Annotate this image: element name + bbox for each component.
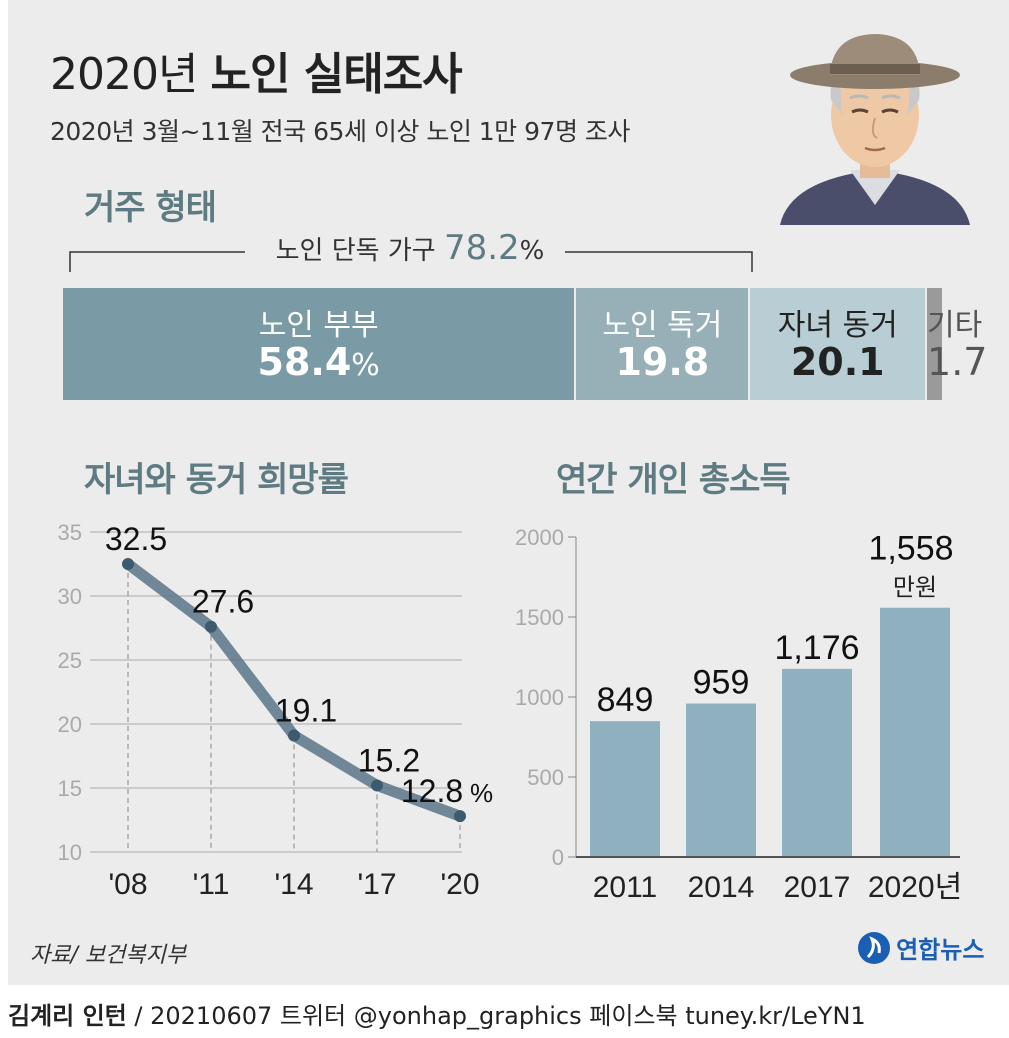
subtitle: 2020년 3월~11월 전국 65세 이상 노인 1만 97명 조사 — [50, 117, 630, 146]
bar — [686, 703, 756, 857]
y-tick-label: 20 — [58, 712, 82, 737]
y-tick-label: 1000 — [515, 685, 564, 710]
residence-heading: 거주 형태 — [84, 188, 217, 228]
residence-segment-label: 자녀 동거 — [777, 308, 898, 343]
x-tick-label: 2011 — [593, 871, 658, 904]
footer-credits: 김계리 인턴 / 20210607 트위터 @yonhap_graphics 페… — [8, 1002, 866, 1030]
x-tick-label: '14 — [274, 868, 313, 901]
x-tick-label: 2017 — [784, 871, 851, 904]
source-note: 자료/ 보건복지부 — [30, 943, 187, 968]
y-tick-label: 30 — [58, 584, 82, 609]
bar — [880, 607, 950, 857]
y-tick-label: 2000 — [515, 525, 564, 550]
data-point — [288, 729, 300, 742]
x-tick-label: '11 — [193, 868, 230, 901]
bar-value-label: 1,176 — [774, 629, 859, 667]
x-tick-label: '08 — [108, 868, 147, 901]
bar-chart-heading: 연간 개인 총소득 — [556, 460, 791, 500]
cohabitation-wish-line-chart: 10 15 20 25 30 35 32.5 27.6 19.1 15.212.8 % '08 '11 '… — [58, 520, 494, 901]
annual-income-bar-chart: 0 500 1000 1500 2000 849 2011 959 2014 1,176 2017 1… — [515, 525, 962, 904]
residence-segment: 노인 독거 19.8 — [576, 288, 751, 400]
single-household-label: 노인 단독 가구 78.2% — [275, 228, 545, 268]
x-tick-label: 2020년 — [868, 871, 962, 904]
data-label: 32.5 — [105, 521, 167, 557]
residence-segment-value: 20.1 — [790, 340, 885, 384]
residence-segment-value: 1.7 — [927, 340, 988, 384]
bar — [782, 668, 852, 857]
residence-segment: 기타 1.7 — [927, 288, 987, 400]
yonhap-logo-icon — [858, 931, 890, 964]
y-tick-label: 10 — [58, 840, 82, 865]
data-point — [205, 620, 217, 633]
residence-segment-label: 노인 독거 — [602, 308, 723, 343]
y-tick-label: 1500 — [515, 605, 564, 630]
data-point — [454, 810, 466, 823]
bar-value-label: 849 — [597, 681, 654, 719]
data-point — [122, 558, 134, 570]
bar-value-label: 959 — [693, 664, 750, 702]
bar-value-label: 1,558 — [868, 530, 953, 568]
y-tick-label: 500 — [527, 765, 564, 790]
single-household-bracket — [69, 251, 753, 272]
data-label: 19.1 — [275, 693, 337, 729]
x-tick-label: 2014 — [688, 871, 755, 904]
yonhap-logo: 연합뉴스 — [857, 930, 984, 965]
data-label: 27.6 — [192, 584, 254, 620]
residence-segment-unit: % — [351, 348, 380, 383]
data-point — [371, 779, 383, 792]
x-tick-label: '20 — [440, 868, 479, 901]
residence-segment-label: 기타 — [927, 308, 983, 343]
residence-segment-value: 58.4% — [257, 340, 380, 384]
residence-segment: 자녀 동거 20.1 — [750, 288, 928, 400]
x-tick-label: '17 — [357, 868, 396, 901]
y-tick-label: 35 — [58, 520, 82, 545]
data-label: 12.8 — [401, 773, 463, 809]
elderly-man-illustration — [780, 34, 970, 225]
bar — [590, 721, 660, 857]
data-label: 15.2 — [358, 742, 420, 778]
bar-unit-label: 만원 — [893, 575, 937, 602]
residence-segment: 노인 부부 58.4% — [63, 288, 577, 400]
page-title: 2020년 노인 실태조사 — [50, 49, 463, 100]
y-tick-label: 25 — [58, 648, 82, 673]
line-chart-heading: 자녀와 동거 희망률 — [84, 460, 349, 500]
unit-label: % — [470, 778, 493, 808]
y-tick-label: 15 — [58, 776, 82, 801]
residence-segment-label: 노인 부부 — [258, 308, 379, 343]
y-tick-label: 0 — [552, 845, 564, 870]
residence-segment-value: 19.8 — [615, 340, 710, 384]
